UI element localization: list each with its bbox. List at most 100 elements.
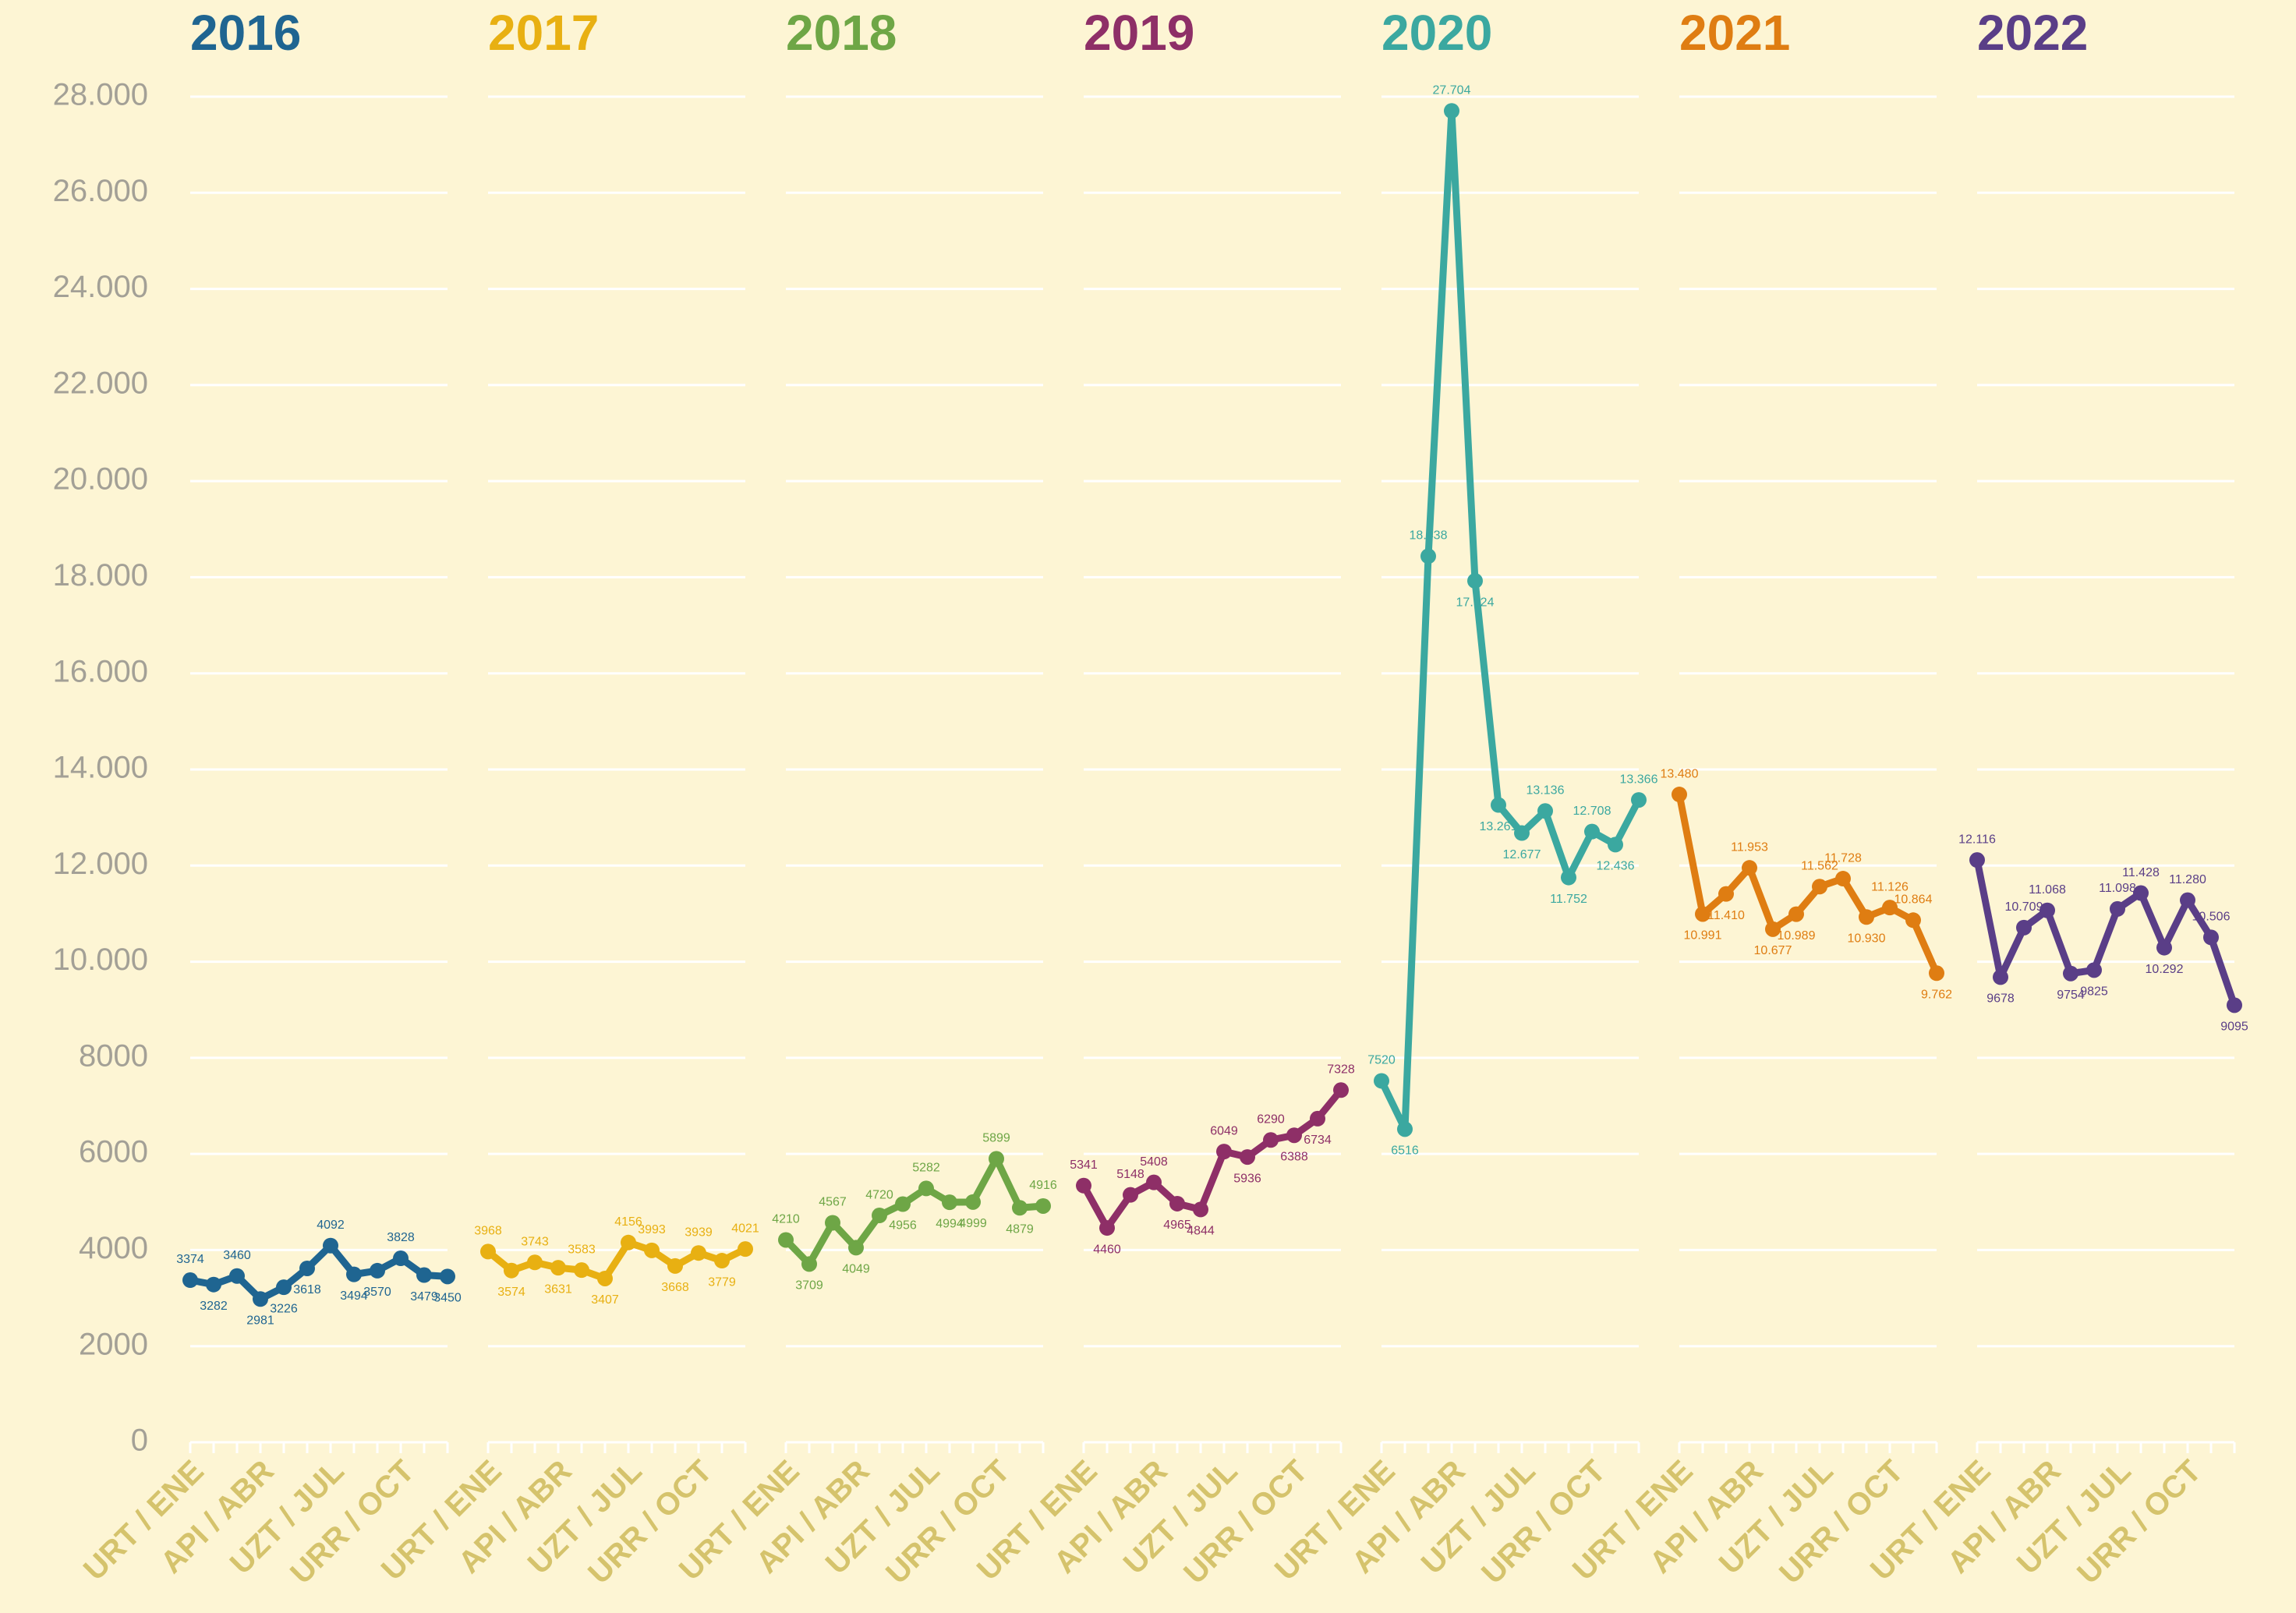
- data-point: [229, 1268, 245, 1284]
- data-point: [1467, 573, 1483, 589]
- data-label: 10.506: [2192, 911, 2231, 924]
- data-point: [2203, 929, 2219, 946]
- data-label: 3993: [638, 1223, 666, 1236]
- data-point: [1905, 912, 1921, 929]
- data-label: 11.953: [1731, 840, 1768, 854]
- data-point: [1608, 837, 1623, 853]
- data-point: [667, 1258, 683, 1274]
- data-label: 9.762: [1921, 988, 1952, 1001]
- data-label: 4092: [317, 1219, 345, 1232]
- data-label: 7328: [1327, 1063, 1355, 1076]
- data-label: 10.864: [1894, 893, 1933, 907]
- y-tick-label: 2000: [79, 1327, 148, 1361]
- data-point: [1076, 1177, 1091, 1194]
- data-label: 5408: [1140, 1155, 1168, 1169]
- data-label: 5899: [982, 1132, 1010, 1145]
- data-point: [2086, 962, 2102, 978]
- data-point: [440, 1268, 455, 1285]
- data-point: [1397, 1121, 1413, 1137]
- data-label: 3479: [410, 1290, 438, 1303]
- data-point: [1929, 965, 1944, 982]
- panel-title: 2016: [190, 5, 301, 61]
- data-point: [1561, 869, 1576, 886]
- data-point: [527, 1254, 543, 1271]
- y-tick-label: 6000: [79, 1135, 148, 1169]
- data-point: [942, 1194, 957, 1211]
- data-point: [1123, 1187, 1138, 1203]
- data-point: [550, 1260, 566, 1276]
- data-point: [1240, 1149, 1255, 1166]
- data-label: 3574: [497, 1286, 525, 1299]
- data-point: [182, 1272, 198, 1289]
- data-point: [1444, 103, 1459, 119]
- data-point: [872, 1208, 887, 1224]
- data-label: 4956: [889, 1219, 917, 1233]
- data-point: [1193, 1201, 1208, 1218]
- data-point: [714, 1253, 730, 1269]
- data-label: 10.677: [1754, 944, 1792, 957]
- data-label: 11.562: [1801, 860, 1838, 873]
- data-label: 9095: [2220, 1021, 2248, 1034]
- data-point: [1012, 1200, 1028, 1216]
- data-point: [597, 1270, 613, 1286]
- data-label: 9825: [2080, 985, 2108, 999]
- data-point: [801, 1256, 817, 1272]
- data-point: [895, 1196, 911, 1212]
- data-label: 3709: [795, 1279, 823, 1293]
- data-label: 7520: [1367, 1054, 1396, 1067]
- data-label: 3779: [708, 1275, 736, 1289]
- data-point: [1672, 787, 1687, 803]
- data-label: 10.930: [1848, 932, 1886, 945]
- data-point: [416, 1267, 432, 1283]
- data-point: [1146, 1174, 1162, 1190]
- data-label: 11.728: [1824, 851, 1862, 865]
- data-point: [778, 1232, 794, 1248]
- data-label: 10.292: [2146, 963, 2184, 976]
- panel-title: 2020: [1381, 5, 1492, 61]
- data-label: 13.366: [1620, 773, 1658, 786]
- data-label: 6290: [1257, 1112, 1285, 1126]
- data-point: [1718, 886, 1734, 902]
- y-tick-label: 20.000: [53, 462, 148, 497]
- data-label: 27.704: [1433, 83, 1471, 97]
- data-label: 3968: [474, 1225, 502, 1238]
- data-label: 4156: [614, 1215, 642, 1229]
- data-point: [1835, 871, 1851, 887]
- data-point: [738, 1241, 753, 1258]
- data-point: [2063, 965, 2078, 982]
- data-label: 4460: [1093, 1243, 1121, 1256]
- y-tick-label: 22.000: [53, 366, 148, 400]
- data-point: [965, 1194, 981, 1210]
- data-point: [825, 1215, 840, 1231]
- data-point: [1788, 906, 1804, 922]
- data-label: 9754: [2057, 989, 2085, 1002]
- data-label: 4844: [1187, 1225, 1215, 1238]
- data-label: 3743: [521, 1235, 549, 1248]
- data-label: 4999: [959, 1217, 987, 1230]
- data-label: 11.410: [1707, 909, 1745, 922]
- data-point: [1584, 823, 1600, 840]
- data-label: 11.098: [2099, 882, 2136, 895]
- data-label: 4879: [1006, 1222, 1034, 1236]
- data-point: [2040, 902, 2055, 918]
- data-label: 3407: [591, 1293, 619, 1307]
- y-tick-label: 18.000: [53, 558, 148, 592]
- data-label: 10.991: [1684, 929, 1722, 943]
- data-label: 6734: [1304, 1134, 1332, 1147]
- data-point: [1374, 1073, 1389, 1089]
- y-tick-label: 0: [131, 1424, 148, 1458]
- y-tick-label: 26.000: [53, 174, 148, 208]
- panel-title: 2017: [488, 5, 599, 61]
- data-label: 3583: [568, 1243, 596, 1256]
- y-tick-label: 28.000: [53, 78, 148, 112]
- data-label: 4567: [819, 1196, 847, 1209]
- data-point: [253, 1291, 268, 1307]
- data-label: 13.136: [1527, 784, 1565, 797]
- data-point: [1491, 797, 1506, 813]
- data-point: [1631, 792, 1647, 808]
- data-point: [848, 1240, 864, 1256]
- y-tick-label: 14.000: [53, 751, 148, 785]
- data-point: [2110, 900, 2125, 917]
- data-point: [989, 1151, 1004, 1167]
- data-point: [1263, 1132, 1279, 1148]
